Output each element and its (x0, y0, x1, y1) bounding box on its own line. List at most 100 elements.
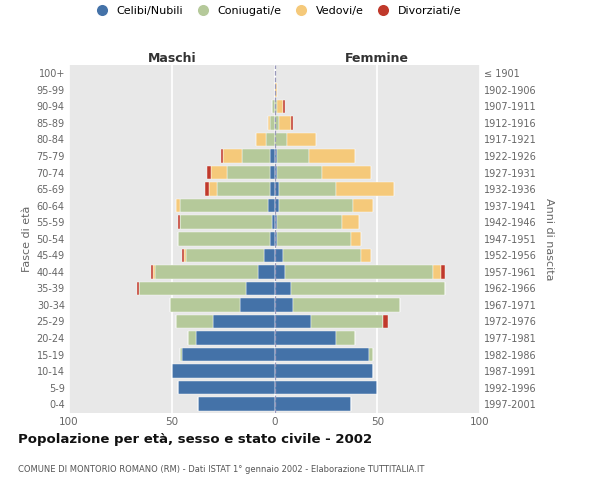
Bar (246, 282, 275, 295)
Bar (211, 166, 227, 179)
Bar (277, 232, 350, 245)
Bar (178, 232, 271, 245)
Bar (275, 232, 277, 245)
Bar (199, 398, 275, 411)
Bar (277, 100, 283, 113)
Bar (383, 314, 388, 328)
Bar (311, 314, 383, 328)
Text: Popolazione per età, sesso e stato civile - 2002: Popolazione per età, sesso e stato civil… (18, 432, 372, 446)
Bar (139, 282, 246, 295)
Bar (186, 248, 264, 262)
Bar (277, 149, 310, 163)
Bar (283, 248, 361, 262)
Bar (155, 265, 258, 278)
Bar (275, 398, 350, 411)
Bar (275, 149, 277, 163)
Bar (271, 232, 275, 245)
Bar (275, 248, 283, 262)
Bar (153, 265, 155, 278)
Bar (441, 265, 445, 278)
Bar (256, 132, 266, 146)
Bar (322, 166, 371, 179)
Bar (176, 199, 180, 212)
Bar (227, 166, 271, 179)
Bar (272, 216, 275, 229)
Bar (178, 216, 180, 229)
Bar (178, 381, 275, 394)
Y-axis label: Anni di nascita: Anni di nascita (544, 198, 554, 280)
Bar (182, 348, 275, 362)
Bar (180, 348, 182, 362)
Bar (350, 232, 361, 245)
Bar (275, 298, 293, 312)
Bar (170, 298, 239, 312)
Bar (275, 265, 285, 278)
Bar (275, 348, 369, 362)
Bar (291, 282, 445, 295)
Bar (268, 199, 275, 212)
Bar (287, 132, 316, 146)
Bar (271, 149, 275, 163)
Bar (285, 265, 433, 278)
Bar (361, 248, 371, 262)
Bar (277, 166, 322, 179)
Bar (268, 116, 271, 130)
Bar (275, 116, 278, 130)
Y-axis label: Fasce di età: Fasce di età (22, 206, 32, 272)
Bar (275, 132, 287, 146)
Bar (278, 199, 353, 212)
Bar (176, 314, 213, 328)
Bar (336, 332, 355, 345)
Bar (275, 364, 373, 378)
Bar (196, 332, 275, 345)
Bar (271, 182, 275, 196)
Bar (336, 182, 394, 196)
Bar (310, 149, 355, 163)
Bar (180, 199, 268, 212)
Bar (206, 166, 211, 179)
Bar (271, 166, 275, 179)
Bar (275, 282, 291, 295)
Text: Maschi: Maschi (148, 52, 196, 65)
Bar (275, 166, 277, 179)
Bar (343, 216, 359, 229)
Bar (272, 100, 275, 113)
Bar (278, 182, 336, 196)
Bar (275, 83, 277, 96)
Text: Femmine: Femmine (345, 52, 409, 65)
Bar (353, 199, 373, 212)
Bar (275, 216, 277, 229)
Bar (275, 332, 336, 345)
Bar (184, 248, 186, 262)
Bar (283, 100, 285, 113)
Bar (264, 248, 275, 262)
Bar (223, 149, 242, 163)
Bar (277, 216, 343, 229)
Bar (137, 282, 139, 295)
Bar (291, 116, 293, 130)
Bar (433, 265, 441, 278)
Bar (217, 182, 271, 196)
Bar (271, 116, 275, 130)
Bar (275, 381, 377, 394)
Bar (182, 248, 184, 262)
Bar (242, 149, 271, 163)
Bar (275, 182, 278, 196)
Bar (209, 182, 217, 196)
Bar (275, 314, 311, 328)
Legend: Celibi/Nubili, Coniugati/e, Vedovi/e, Divorziati/e: Celibi/Nubili, Coniugati/e, Vedovi/e, Di… (91, 6, 461, 16)
Bar (275, 199, 278, 212)
Text: COMUNE DI MONTORIO ROMANO (RM) - Dati ISTAT 1° gennaio 2002 - Elaborazione TUTTI: COMUNE DI MONTORIO ROMANO (RM) - Dati IS… (18, 466, 424, 474)
Bar (258, 265, 275, 278)
Bar (151, 265, 153, 278)
Bar (275, 100, 277, 113)
Bar (180, 216, 272, 229)
Bar (293, 298, 400, 312)
Bar (213, 314, 275, 328)
Bar (278, 116, 291, 130)
Bar (239, 298, 275, 312)
Bar (369, 348, 373, 362)
Bar (205, 182, 209, 196)
Bar (266, 132, 275, 146)
Bar (221, 149, 223, 163)
